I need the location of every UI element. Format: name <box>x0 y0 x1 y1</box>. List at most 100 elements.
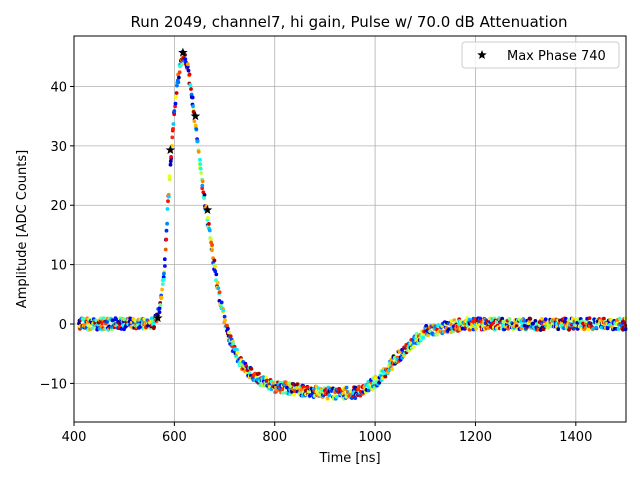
data-point <box>222 314 227 319</box>
data-point <box>435 332 439 337</box>
data-point <box>163 264 167 268</box>
data-point <box>171 126 175 131</box>
data-point <box>231 342 236 346</box>
data-point <box>162 271 166 276</box>
chart-title: Run 2049, channel7, hi gain, Pulse w/ 70… <box>130 13 567 31</box>
data-point <box>101 316 106 321</box>
data-point <box>157 310 162 315</box>
x-tick-label: 800 <box>262 430 287 445</box>
data-point <box>280 390 285 395</box>
data-point <box>238 362 243 367</box>
x-tick-label: 1000 <box>359 430 392 445</box>
data-point <box>234 354 239 358</box>
data-point <box>533 319 538 323</box>
y-tick-label: −10 <box>40 377 67 392</box>
data-point <box>105 319 110 324</box>
data-point <box>213 269 218 274</box>
data-point <box>474 326 478 331</box>
data-point <box>152 325 157 329</box>
data-point <box>341 391 346 396</box>
data-point <box>161 282 165 286</box>
data-point <box>162 257 167 262</box>
data-point <box>449 319 454 323</box>
data-point <box>190 95 195 100</box>
data-point <box>198 166 203 171</box>
data-point <box>165 207 170 211</box>
data-point <box>215 280 220 285</box>
data-point <box>167 174 172 179</box>
data-point <box>383 374 388 379</box>
data-point <box>210 243 215 247</box>
max-phase-star <box>165 145 176 155</box>
data-point <box>173 101 178 106</box>
data-point <box>412 344 416 349</box>
data-point <box>142 317 147 321</box>
data-point <box>183 57 188 61</box>
data-point <box>188 83 193 87</box>
data-point <box>543 317 548 322</box>
scatter-points <box>77 50 628 401</box>
data-point <box>187 72 192 77</box>
data-point <box>159 295 164 300</box>
data-point <box>207 228 212 233</box>
y-tick-label: 0 <box>59 318 67 333</box>
data-point <box>478 316 483 321</box>
data-point <box>86 323 91 328</box>
data-point <box>174 91 179 95</box>
data-point <box>198 162 203 167</box>
data-point <box>366 388 371 393</box>
data-point <box>193 123 198 128</box>
data-point <box>540 316 544 321</box>
data-point <box>166 194 171 199</box>
data-point <box>195 139 200 144</box>
data-point <box>169 155 174 159</box>
data-point <box>225 323 229 328</box>
data-point <box>390 367 394 372</box>
data-point <box>228 334 233 338</box>
data-point <box>157 306 162 311</box>
x-axis: 400 600 800 1000 1200 1400 <box>62 422 592 445</box>
data-point <box>221 308 226 313</box>
data-point <box>219 300 224 305</box>
x-tick-label: 1400 <box>559 430 592 445</box>
data-point <box>442 329 447 334</box>
data-point <box>189 87 193 91</box>
data-point <box>373 376 378 381</box>
data-point <box>285 385 289 390</box>
data-point <box>300 394 305 398</box>
data-point <box>165 221 170 226</box>
star-icon <box>477 50 487 60</box>
data-point <box>110 318 115 323</box>
data-point <box>522 319 527 323</box>
grid <box>73 36 626 422</box>
data-point <box>556 327 561 332</box>
data-point <box>199 171 204 175</box>
data-point <box>168 159 173 164</box>
y-tick-label: 40 <box>50 80 67 95</box>
x-tick-label: 400 <box>62 430 87 445</box>
data-point <box>191 110 196 114</box>
data-point <box>163 247 168 252</box>
data-point <box>212 258 217 263</box>
legend-entry: Max Phase 740 <box>507 49 606 64</box>
data-point <box>572 326 576 330</box>
data-point <box>380 376 385 381</box>
data-point <box>353 396 358 400</box>
data-point <box>507 317 512 321</box>
data-point <box>414 331 419 336</box>
max-phase-markers <box>153 47 213 323</box>
data-point <box>175 83 179 88</box>
data-point <box>588 321 593 326</box>
data-point <box>623 316 628 321</box>
data-point <box>177 70 182 75</box>
data-point <box>180 62 184 67</box>
data-point <box>158 303 163 307</box>
data-point <box>581 321 585 326</box>
data-point <box>235 350 240 355</box>
data-point <box>292 392 296 397</box>
data-point <box>200 186 205 191</box>
data-point <box>82 317 86 321</box>
data-point <box>327 393 332 398</box>
data-point <box>491 321 495 325</box>
